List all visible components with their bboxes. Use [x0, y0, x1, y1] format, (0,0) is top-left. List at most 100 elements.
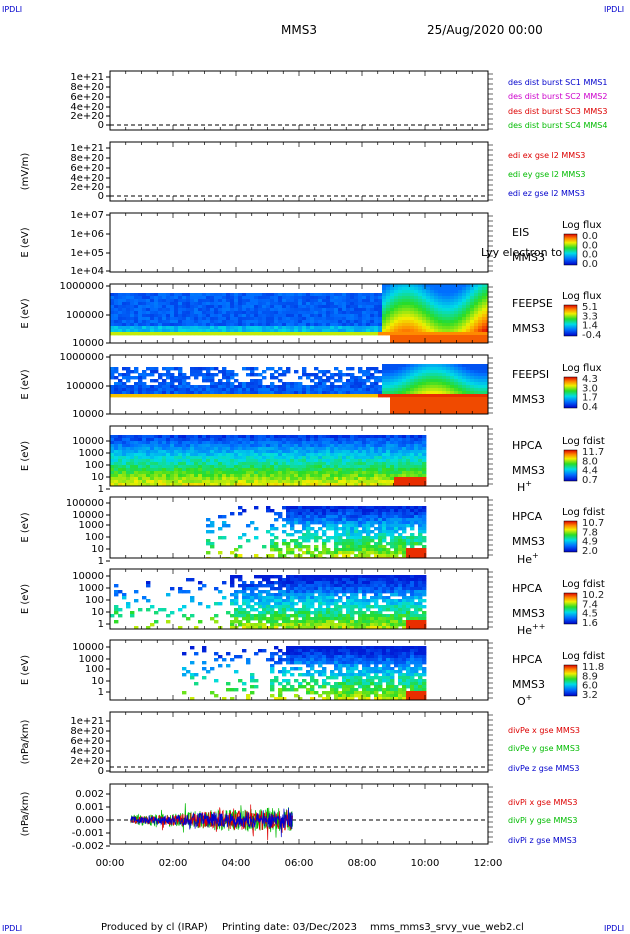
spectrogram-cell	[278, 515, 283, 519]
spectrogram-cell	[150, 468, 155, 472]
spectrogram-cell	[318, 480, 323, 484]
spectrogram-cell	[462, 335, 467, 339]
spectrogram-cell	[374, 471, 379, 475]
spectrogram-cell	[346, 293, 351, 297]
spectrogram-cell	[310, 551, 315, 555]
spectrogram-cell	[414, 403, 419, 407]
spectrogram-cell	[250, 394, 255, 398]
spectrogram-cell	[422, 435, 427, 439]
spectrogram-cell	[270, 456, 275, 460]
spectrogram-cell	[366, 471, 371, 475]
spectrogram-cell	[358, 530, 363, 534]
spectrogram-cell	[330, 515, 335, 519]
spectrogram-cell	[310, 293, 315, 297]
spectrogram-cell	[230, 394, 235, 398]
spectrogram-cell	[350, 462, 355, 466]
spectrogram-cell	[370, 515, 375, 519]
spectrogram-cell	[170, 320, 175, 324]
spectrogram-cell	[422, 314, 427, 318]
spectrogram-cell	[266, 453, 271, 457]
spectrogram-cell	[142, 474, 147, 478]
spectrogram-cell	[470, 305, 475, 309]
spectrogram-cell	[294, 459, 299, 463]
spectrogram-cell	[246, 394, 251, 398]
spectrogram-cell	[334, 509, 339, 513]
spectrogram-cell	[322, 444, 327, 448]
spectrogram-cell	[178, 444, 183, 448]
spectrogram-cell	[374, 512, 379, 516]
spectrogram-cell	[230, 296, 235, 300]
spectrogram-cell	[286, 456, 291, 460]
spectrogram-cell	[418, 539, 423, 543]
spectrogram-cell	[410, 302, 415, 306]
spectrogram-cell	[190, 391, 195, 395]
spectrogram-cell	[326, 441, 331, 445]
spectrogram-cell	[302, 524, 307, 528]
spectrogram-cell	[374, 468, 379, 472]
spectrogram-cell	[290, 450, 295, 454]
spectrogram-cell	[438, 284, 443, 288]
spectrogram-cell	[162, 332, 167, 336]
spectrogram-cell	[298, 311, 303, 315]
spectrogram-cell	[346, 394, 351, 398]
spectrogram-cell	[414, 385, 419, 389]
spectrogram-cell	[398, 376, 403, 380]
spectrogram-cell	[382, 530, 387, 534]
spectrogram-cell	[386, 290, 391, 294]
spectrogram-cell	[126, 468, 131, 472]
spectrogram-cell	[378, 545, 383, 549]
spectrogram-cell	[434, 400, 439, 404]
spectrogram-cell	[370, 435, 375, 439]
spectrogram-cell	[342, 468, 347, 472]
spectrogram-cell	[130, 438, 135, 442]
spectrogram-cell	[346, 542, 351, 546]
spectrogram-cell	[402, 329, 407, 333]
spectrogram-cell	[222, 477, 227, 481]
spectrogram-cell	[130, 308, 135, 312]
spectrogram-cell	[222, 521, 227, 525]
spectrogram-cell	[402, 456, 407, 460]
spectrogram-cell	[410, 462, 415, 466]
spectrogram-cell	[342, 459, 347, 463]
spectrogram-cell	[434, 323, 439, 327]
spectrogram-cell	[374, 293, 379, 297]
spectrogram-cell	[282, 471, 287, 475]
spectrogram-cell	[390, 290, 395, 294]
spectrogram-cell	[342, 545, 347, 549]
spectrogram-cell	[302, 311, 307, 315]
spectrogram-cell	[406, 341, 411, 343]
spectrogram-cell	[282, 320, 287, 324]
spectrogram-cell	[198, 323, 203, 327]
spectrogram-cell	[394, 299, 399, 303]
spectrogram-cell	[190, 311, 195, 315]
spectrogram-cell	[278, 459, 283, 463]
spectrogram-cell	[470, 391, 475, 395]
spectrogram-cell	[186, 474, 191, 478]
spectrogram-cell	[278, 450, 283, 454]
spectrogram-cell	[230, 468, 235, 472]
spectrogram-cell	[294, 370, 299, 374]
spectrogram-cell	[422, 412, 427, 414]
spectrogram-cell	[178, 447, 183, 451]
spectrogram-cell	[366, 444, 371, 448]
spectrogram-cell	[150, 314, 155, 318]
spectrogram-cell	[406, 317, 411, 321]
spectrogram-cell	[154, 367, 159, 371]
spectrogram-cell	[398, 509, 403, 513]
spectrogram-cell	[214, 385, 219, 389]
spectrogram-cell	[302, 438, 307, 442]
spectrogram-cell	[402, 376, 407, 380]
spectrogram-cell	[466, 305, 471, 309]
spectrogram-cell	[226, 305, 231, 309]
spectrogram-cell	[182, 441, 187, 445]
spectrogram-cell	[350, 474, 355, 478]
spectrogram-cell	[234, 444, 239, 448]
spectrogram-cell	[294, 388, 299, 392]
spectrogram-cell	[414, 536, 419, 540]
spectrogram-cell	[198, 317, 203, 321]
spectrogram-cell	[174, 323, 179, 327]
spectrogram-cell	[210, 542, 215, 546]
spectrogram-cell	[150, 370, 155, 374]
spectrogram-cell	[290, 483, 295, 486]
spectrogram-cell	[250, 468, 255, 472]
